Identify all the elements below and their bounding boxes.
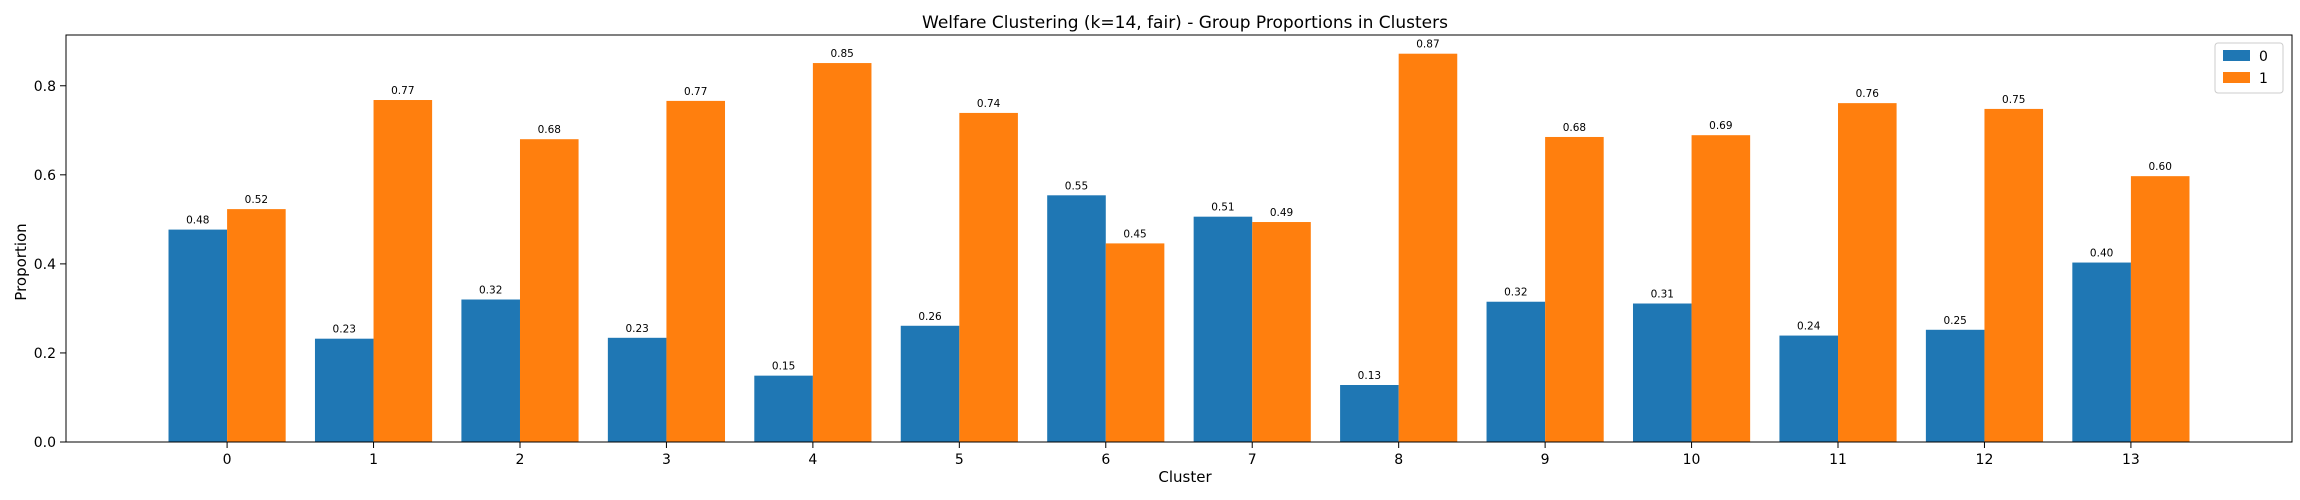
x-tick-label: 0 bbox=[223, 452, 232, 468]
bar-series-0-cluster-5 bbox=[900, 325, 960, 442]
bar-series-1-cluster-1 bbox=[373, 100, 433, 443]
value-label-series-0-cluster-7: 0.51 bbox=[1211, 202, 1234, 214]
value-label-series-0-cluster-3: 0.23 bbox=[625, 323, 648, 335]
x-tick-label: 4 bbox=[808, 452, 817, 468]
bar-series-0-cluster-9 bbox=[1486, 301, 1546, 442]
value-label-series-0-cluster-11: 0.24 bbox=[1797, 321, 1821, 333]
value-label-series-0-cluster-5: 0.26 bbox=[918, 311, 942, 323]
x-tick-label: 6 bbox=[1101, 452, 1110, 468]
value-label-series-1-cluster-11: 0.76 bbox=[1856, 88, 1880, 100]
bar-series-1-cluster-8 bbox=[1398, 53, 1458, 443]
value-label-series-0-cluster-9: 0.32 bbox=[1504, 287, 1527, 299]
value-label-series-0-cluster-6: 0.55 bbox=[1065, 180, 1088, 192]
bar-series-0-cluster-12 bbox=[1925, 329, 1985, 442]
x-tick-label: 3 bbox=[662, 452, 671, 468]
value-labels-group: 0.48 0.23 0.32 0.23 0.15 0.26 0.55 0.51 0.13 0.32… bbox=[186, 39, 2172, 382]
value-label-series-0-cluster-13: 0.40 bbox=[2090, 248, 2113, 260]
value-label-series-1-cluster-1: 0.77 bbox=[391, 85, 414, 97]
bars-group bbox=[168, 53, 2190, 443]
x-tick-label: 8 bbox=[1394, 452, 1403, 468]
value-label-series-1-cluster-9: 0.68 bbox=[1563, 122, 1586, 134]
value-label-series-1-cluster-5: 0.74 bbox=[977, 98, 1001, 110]
value-label-series-0-cluster-10: 0.31 bbox=[1651, 289, 1674, 301]
value-label-series-1-cluster-0: 0.52 bbox=[245, 194, 268, 206]
y-axis-label: Proportion bbox=[12, 223, 30, 300]
bar-series-1-cluster-12 bbox=[1984, 108, 2044, 442]
value-label-series-1-cluster-10: 0.69 bbox=[1709, 120, 1732, 132]
y-tick-label: 0.0 bbox=[34, 435, 56, 451]
legend-label-0: 0 bbox=[2259, 49, 2268, 65]
chart-title: Welfare Clustering (k=14, fair) - Group … bbox=[922, 13, 1448, 33]
x-tick-label: 5 bbox=[955, 452, 964, 468]
x-tick-label: 13 bbox=[2122, 452, 2140, 468]
y-tick-label: 0.8 bbox=[34, 79, 56, 95]
value-label-series-1-cluster-4: 0.85 bbox=[830, 48, 853, 60]
bar-series-0-cluster-6 bbox=[1047, 195, 1106, 442]
bar-series-1-cluster-10 bbox=[1691, 135, 1751, 442]
x-tick-label: 11 bbox=[1829, 452, 1847, 468]
value-label-series-1-cluster-13: 0.60 bbox=[2149, 161, 2172, 173]
bar-series-0-cluster-11 bbox=[1779, 335, 1839, 442]
value-label-series-0-cluster-8: 0.13 bbox=[1358, 370, 1381, 382]
value-label-series-1-cluster-2: 0.68 bbox=[538, 124, 561, 136]
bar-series-1-cluster-11 bbox=[1838, 103, 1897, 443]
x-axis-ticks: 0 1 2 3 4 5 6 7 8 9 10 11 12 13 bbox=[223, 442, 2140, 468]
bar-series-0-cluster-2 bbox=[461, 299, 520, 442]
x-axis-label: Cluster bbox=[1158, 468, 1212, 486]
legend-swatch-0 bbox=[2223, 50, 2250, 61]
y-axis-ticks: 0.0 0.2 0.4 0.6 0.8 bbox=[34, 79, 66, 451]
value-label-series-0-cluster-12: 0.25 bbox=[1943, 315, 1966, 327]
bar-series-1-cluster-4 bbox=[812, 63, 872, 442]
value-label-series-1-cluster-8: 0.87 bbox=[1416, 39, 1439, 51]
bar-series-1-cluster-3 bbox=[666, 100, 726, 442]
value-label-series-0-cluster-2: 0.32 bbox=[479, 285, 502, 297]
bar-series-0-cluster-0 bbox=[168, 229, 228, 442]
y-tick-label: 0.2 bbox=[34, 346, 56, 362]
legend-swatch-1 bbox=[2223, 72, 2250, 83]
bar-series-1-cluster-5 bbox=[959, 112, 1018, 442]
bar-series-1-cluster-13 bbox=[2130, 176, 2190, 443]
y-tick-label: 0.4 bbox=[34, 257, 56, 273]
x-tick-label: 12 bbox=[1976, 452, 1994, 468]
legend-label-1: 1 bbox=[2259, 71, 2268, 87]
value-label-series-0-cluster-4: 0.15 bbox=[772, 361, 795, 373]
x-tick-label: 7 bbox=[1248, 452, 1257, 468]
value-label-series-1-cluster-6: 0.45 bbox=[1123, 228, 1146, 240]
bar-series-1-cluster-7 bbox=[1252, 222, 1311, 442]
value-label-series-1-cluster-3: 0.77 bbox=[684, 86, 707, 98]
x-tick-label: 9 bbox=[1541, 452, 1550, 468]
value-label-series-1-cluster-12: 0.75 bbox=[2002, 94, 2025, 106]
bar-series-0-cluster-13 bbox=[2072, 262, 2131, 442]
bar-series-0-cluster-10 bbox=[1632, 303, 1692, 442]
bar-series-0-cluster-8 bbox=[1340, 385, 1399, 442]
bar-series-0-cluster-7 bbox=[1193, 216, 1253, 442]
x-tick-label: 2 bbox=[516, 452, 525, 468]
y-tick-label: 0.6 bbox=[34, 168, 56, 184]
value-label-series-1-cluster-7: 0.49 bbox=[1270, 207, 1293, 219]
bar-series-1-cluster-9 bbox=[1545, 136, 1604, 442]
bar-series-0-cluster-3 bbox=[607, 337, 667, 442]
bar-series-1-cluster-6 bbox=[1105, 243, 1165, 442]
bar-series-1-cluster-0 bbox=[227, 209, 286, 442]
value-label-series-0-cluster-0: 0.48 bbox=[186, 215, 209, 227]
x-tick-label: 10 bbox=[1683, 452, 1701, 468]
value-label-series-0-cluster-1: 0.23 bbox=[333, 324, 356, 336]
bar-series-0-cluster-4 bbox=[754, 375, 813, 442]
x-tick-label: 1 bbox=[369, 452, 378, 468]
plot-frame bbox=[65, 34, 2293, 443]
bar-series-0-cluster-1 bbox=[314, 338, 374, 442]
bar-series-1-cluster-2 bbox=[519, 139, 579, 442]
legend: 01 bbox=[2214, 42, 2284, 94]
